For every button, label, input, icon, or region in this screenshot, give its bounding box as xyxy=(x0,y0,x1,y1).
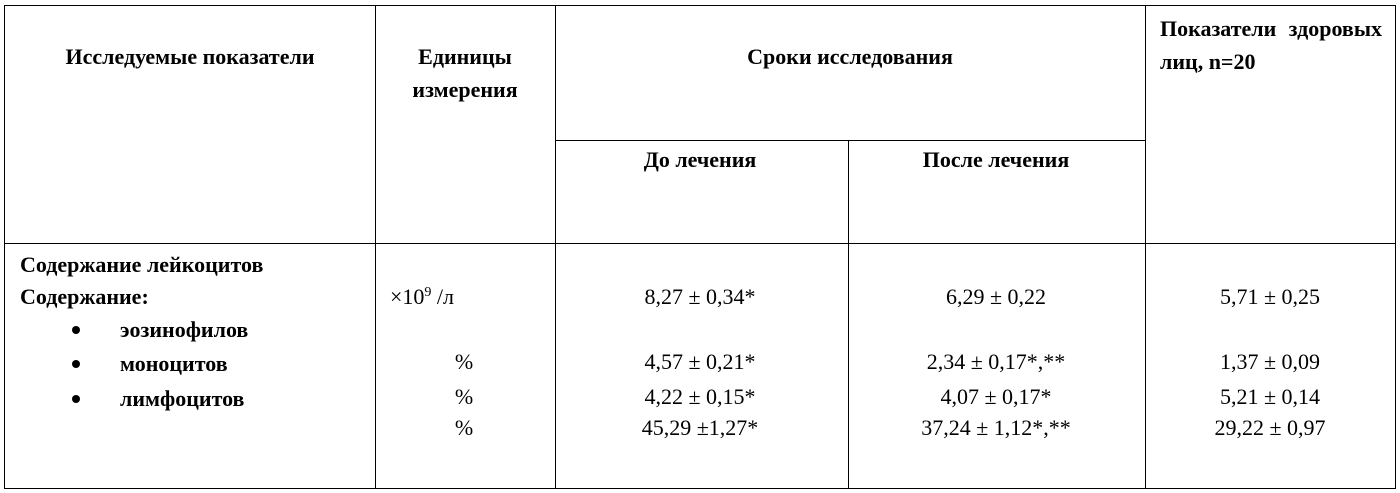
border xyxy=(555,5,556,489)
header-cell: Единицы измерения xyxy=(412,44,518,102)
list-item: моноцитов xyxy=(120,351,228,376)
unit-base: ×10 xyxy=(390,284,425,310)
unit: % xyxy=(454,384,474,409)
bullet xyxy=(72,326,80,334)
border xyxy=(1145,5,1146,489)
border xyxy=(4,243,1396,244)
value-cell: 4,57 ± 0,21* xyxy=(644,349,756,374)
header-cell: До лечения xyxy=(643,147,757,172)
list-item: эозинофилов xyxy=(120,317,249,342)
bullet xyxy=(72,395,80,403)
border xyxy=(4,5,5,489)
header-cell: После лечения xyxy=(922,147,1070,172)
value-cell: 4,07 ± 0,17* xyxy=(940,384,1052,409)
border xyxy=(4,488,1396,489)
border xyxy=(1395,5,1396,489)
value-cell: 4,22 ± 0,15* xyxy=(644,384,756,409)
value-cell: 5,71 ± 0,25 xyxy=(1219,284,1321,309)
bullet xyxy=(72,360,80,368)
border xyxy=(848,140,849,489)
value-cell: 37,24 ± 1,12*,** xyxy=(921,415,1071,440)
unit-exp: 9 xyxy=(424,284,432,300)
header-cell: Показатели здоровых лиц, n=20 xyxy=(1160,16,1382,74)
row-subtitle: Содержание: xyxy=(20,284,149,309)
unit-name: /л xyxy=(436,284,455,310)
unit: % xyxy=(454,349,474,374)
value-cell: 29,22 ± 0,97 xyxy=(1214,415,1326,440)
value-cell: 2,34 ± 0,17*,** xyxy=(926,349,1066,374)
list-item: лимфоцитов xyxy=(120,386,245,411)
unit: ×109 /л xyxy=(390,284,455,310)
value-cell: 6,29 ± 0,22 xyxy=(945,284,1047,309)
row-title: Содержание лейкоцитов xyxy=(20,252,264,277)
border xyxy=(375,5,376,489)
header-cell: Исследуемые показатели xyxy=(65,44,315,69)
value-cell: 5,21 ± 0,14 xyxy=(1219,384,1321,409)
value-cell: 8,27 ± 0,34* xyxy=(644,284,756,309)
unit: % xyxy=(454,415,474,440)
value-cell: 45,29 ±1,27* xyxy=(641,415,759,440)
border xyxy=(555,140,1145,141)
value-cell: 1,37 ± 0,09 xyxy=(1219,349,1321,374)
border xyxy=(4,5,1396,6)
header-cell: Сроки исследования xyxy=(747,44,953,69)
